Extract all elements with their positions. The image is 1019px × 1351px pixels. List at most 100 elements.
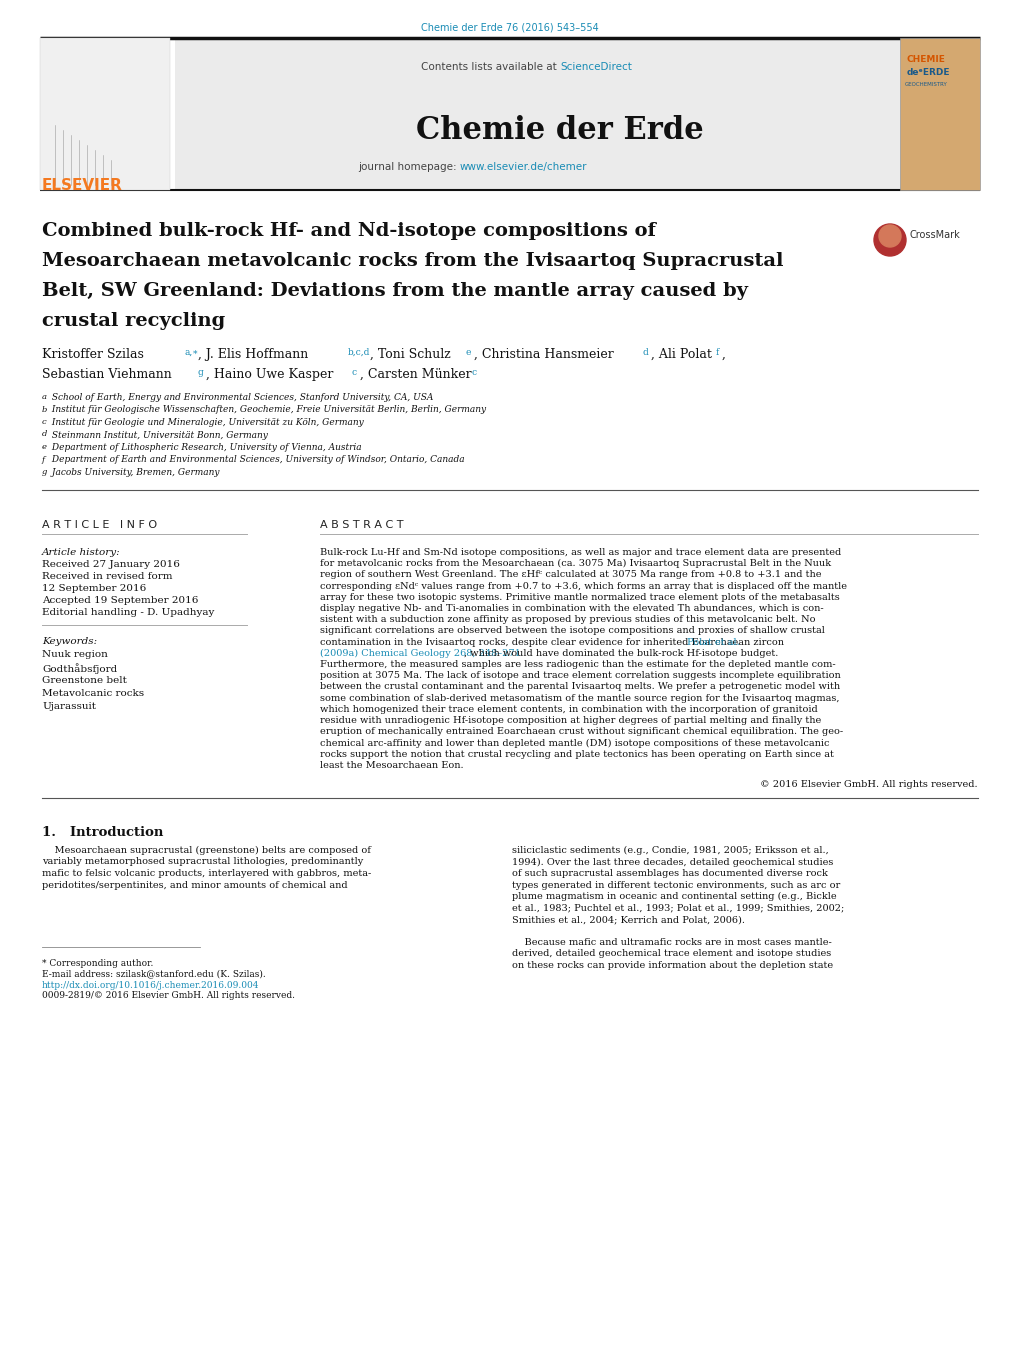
Text: residue with unradiogenic Hf-isotope composition at higher degrees of partial me: residue with unradiogenic Hf-isotope com…: [320, 716, 820, 725]
Text: c: c: [42, 417, 47, 426]
Text: , Ali Polat: , Ali Polat: [650, 349, 711, 361]
Text: , J. Elis Hoffmann: , J. Elis Hoffmann: [198, 349, 308, 361]
Text: Accepted 19 September 2016: Accepted 19 September 2016: [42, 596, 198, 605]
Bar: [175, 38, 934, 190]
Text: Ujarassuit: Ujarassuit: [42, 703, 96, 711]
Text: plume magmatism in oceanic and continental setting (e.g., Bickle: plume magmatism in oceanic and continent…: [512, 892, 836, 901]
Text: Godthåbsfjord: Godthåbsfjord: [42, 663, 117, 674]
Text: Keywords:: Keywords:: [42, 638, 97, 646]
Text: b,c,d: b,c,d: [347, 349, 370, 357]
Text: Institut für Geologie und Mineralogie, Universität zu Köln, Germany: Institut für Geologie und Mineralogie, U…: [49, 417, 364, 427]
Text: , Haino Uwe Kasper: , Haino Uwe Kasper: [206, 367, 333, 381]
Text: g: g: [42, 467, 47, 476]
Text: chemical arc-affinity and lower than depleted mantle (DM) isotope compositions o: chemical arc-affinity and lower than dep…: [320, 739, 828, 747]
Text: ELSEVIER: ELSEVIER: [42, 178, 122, 193]
Text: which homogenized their trace element contents, in combination with the incorpor: which homogenized their trace element co…: [320, 705, 817, 713]
Text: Polat et al.: Polat et al.: [686, 638, 739, 647]
Text: some combination of slab-derived metasomatism of the mantle source region for th: some combination of slab-derived metasom…: [320, 693, 839, 703]
Text: © 2016 Elsevier GmbH. All rights reserved.: © 2016 Elsevier GmbH. All rights reserve…: [759, 780, 977, 789]
Text: peridotites/serpentinites, and minor amounts of chemical and: peridotites/serpentinites, and minor amo…: [42, 881, 347, 889]
Text: siliciclastic sediments (e.g., Condie, 1981, 2005; Eriksson et al.,: siliciclastic sediments (e.g., Condie, 1…: [512, 846, 828, 855]
Text: * Corresponding author.: * Corresponding author.: [42, 958, 153, 967]
Text: b: b: [42, 405, 47, 413]
Text: Department of Earth and Environmental Sciences, University of Windsor, Ontario, : Department of Earth and Environmental Sc…: [49, 455, 465, 465]
Text: Received in revised form: Received in revised form: [42, 571, 172, 581]
Text: mafic to felsic volcanic products, interlayered with gabbros, meta-: mafic to felsic volcanic products, inter…: [42, 869, 371, 878]
Text: on these rocks can provide information about the depletion state: on these rocks can provide information a…: [512, 961, 833, 970]
Text: www.elsevier.de/chemer: www.elsevier.de/chemer: [460, 162, 587, 172]
Text: , which would have dominated the bulk-rock Hf-isotope budget.: , which would have dominated the bulk-ro…: [464, 648, 777, 658]
Text: Mesoarchaean supracrustal (greenstone) belts are composed of: Mesoarchaean supracrustal (greenstone) b…: [42, 846, 371, 855]
Text: of such supracrustal assemblages has documented diverse rock: of such supracrustal assemblages has doc…: [512, 869, 827, 878]
Text: Combined bulk-rock Hf- and Nd-isotope compositions of: Combined bulk-rock Hf- and Nd-isotope co…: [42, 222, 655, 240]
Text: types generated in different tectonic environments, such as arc or: types generated in different tectonic en…: [512, 881, 840, 889]
Text: 1994). Over the last three decades, detailed geochemical studies: 1994). Over the last three decades, deta…: [512, 858, 833, 866]
Text: Furthermore, the measured samples are less radiogenic than the estimate for the : Furthermore, the measured samples are le…: [320, 661, 835, 669]
Text: region of southern West Greenland. The εHfᶜ calculated at 3075 Ma range from +0.: region of southern West Greenland. The ε…: [320, 570, 820, 580]
Text: Because mafic and ultramafic rocks are in most cases mantle-: Because mafic and ultramafic rocks are i…: [512, 938, 830, 947]
Text: 1.   Introduction: 1. Introduction: [42, 825, 163, 839]
Text: ScienceDirect: ScienceDirect: [559, 62, 631, 72]
Text: Contents lists available at: Contents lists available at: [421, 62, 559, 72]
Text: CHEMIE: CHEMIE: [906, 55, 945, 63]
Text: contamination in the Ivisaartoq rocks, despite clear evidence for inherited Eoar: contamination in the Ivisaartoq rocks, d…: [320, 638, 787, 647]
Text: d: d: [642, 349, 648, 357]
Text: Jacobs University, Bremen, Germany: Jacobs University, Bremen, Germany: [49, 467, 219, 477]
Text: http://dx.doi.org/10.1016/j.chemer.2016.09.004: http://dx.doi.org/10.1016/j.chemer.2016.…: [42, 981, 259, 989]
Text: Steinmann Institut, Universität Bonn, Germany: Steinmann Institut, Universität Bonn, Ge…: [49, 431, 268, 439]
Text: f: f: [715, 349, 718, 357]
Bar: [899, 38, 979, 190]
Text: CrossMark: CrossMark: [909, 230, 960, 240]
Circle shape: [873, 224, 905, 255]
Text: derived, detailed geochemical trace element and isotope studies: derived, detailed geochemical trace elem…: [512, 950, 830, 958]
Text: g: g: [198, 367, 204, 377]
Text: A R T I C L E   I N F O: A R T I C L E I N F O: [42, 520, 157, 530]
Text: , Carsten Münker: , Carsten Münker: [360, 367, 471, 381]
Text: Department of Lithospheric Research, University of Vienna, Austria: Department of Lithospheric Research, Uni…: [49, 443, 362, 453]
Text: d: d: [42, 431, 47, 439]
Text: Chemie der Erde 76 (2016) 543–554: Chemie der Erde 76 (2016) 543–554: [421, 22, 598, 32]
Circle shape: [878, 226, 900, 247]
Text: least the Mesoarchaean Eon.: least the Mesoarchaean Eon.: [320, 761, 464, 770]
Text: Mesoarchaean metavolcanic rocks from the Ivisaartoq Supracrustal: Mesoarchaean metavolcanic rocks from the…: [42, 253, 783, 270]
Text: rocks support the notion that crustal recycling and plate tectonics has been ope: rocks support the notion that crustal re…: [320, 750, 834, 759]
Text: sistent with a subduction zone affinity as proposed by previous studies of this : sistent with a subduction zone affinity …: [320, 615, 815, 624]
Text: 0009-2819/© 2016 Elsevier GmbH. All rights reserved.: 0009-2819/© 2016 Elsevier GmbH. All righ…: [42, 992, 294, 1001]
Text: position at 3075 Ma. The lack of isotope and trace element correlation suggests : position at 3075 Ma. The lack of isotope…: [320, 671, 840, 680]
Text: journal homepage:: journal homepage:: [358, 162, 460, 172]
Text: 12 September 2016: 12 September 2016: [42, 584, 146, 593]
Text: Editorial handling - D. Upadhyay: Editorial handling - D. Upadhyay: [42, 608, 214, 617]
Text: variably metamorphosed supracrustal lithologies, predominantly: variably metamorphosed supracrustal lith…: [42, 858, 363, 866]
Text: c: c: [472, 367, 477, 377]
Text: deᵉERDE: deᵉERDE: [906, 68, 950, 77]
Text: e: e: [466, 349, 471, 357]
Text: Nuuk region: Nuuk region: [42, 650, 108, 659]
Text: significant correlations are observed between the isotope compositions and proxi: significant correlations are observed be…: [320, 627, 824, 635]
Text: c: c: [352, 367, 357, 377]
Text: , Toni Schulz: , Toni Schulz: [370, 349, 450, 361]
Text: a: a: [42, 393, 47, 401]
Text: A B S T R A C T: A B S T R A C T: [320, 520, 404, 530]
Text: Smithies et al., 2004; Kerrich and Polat, 2006).: Smithies et al., 2004; Kerrich and Polat…: [512, 915, 744, 924]
Text: Greenstone belt: Greenstone belt: [42, 676, 126, 685]
Text: for metavolcanic rocks from the Mesoarchaean (ca. 3075 Ma) Ivisaartoq Supracrust: for metavolcanic rocks from the Mesoarch…: [320, 559, 830, 569]
Text: et al., 1983; Puchtel et al., 1993; Polat et al., 1999; Smithies, 2002;: et al., 1983; Puchtel et al., 1993; Pola…: [512, 904, 844, 912]
Text: Institut für Geologische Wissenschaften, Geochemie, Freie Universität Berlin, Be: Institut für Geologische Wissenschaften,…: [49, 405, 486, 415]
Text: , Christina Hansmeier: , Christina Hansmeier: [474, 349, 613, 361]
Text: Kristoffer Szilas: Kristoffer Szilas: [42, 349, 144, 361]
Text: between the crustal contaminant and the parental Ivisaartoq melts. We prefer a p: between the crustal contaminant and the …: [320, 682, 840, 692]
Text: E-mail address: szilask@stanford.edu (K. Szilas).: E-mail address: szilask@stanford.edu (K.…: [42, 970, 266, 978]
Text: Chemie der Erde: Chemie der Erde: [416, 115, 703, 146]
Text: Metavolcanic rocks: Metavolcanic rocks: [42, 689, 144, 698]
Text: Article history:: Article history:: [42, 549, 120, 557]
Text: School of Earth, Energy and Environmental Sciences, Stanford University, CA, USA: School of Earth, Energy and Environmenta…: [49, 393, 433, 403]
Text: eruption of mechanically entrained Eoarchaean crust without significant chemical: eruption of mechanically entrained Eoarc…: [320, 727, 843, 736]
Text: Sebastian Viehmann: Sebastian Viehmann: [42, 367, 171, 381]
Text: Belt, SW Greenland: Deviations from the mantle array caused by: Belt, SW Greenland: Deviations from the …: [42, 282, 747, 300]
Text: Bulk-rock Lu-Hf and Sm-Nd isotope compositions, as well as major and trace eleme: Bulk-rock Lu-Hf and Sm-Nd isotope compos…: [320, 549, 841, 557]
Text: GEOCHEMISTRY: GEOCHEMISTRY: [904, 82, 947, 86]
Text: crustal recycling: crustal recycling: [42, 312, 225, 330]
Text: display negative Nb- and Ti-anomalies in combination with the elevated Th abunda: display negative Nb- and Ti-anomalies in…: [320, 604, 822, 613]
Text: Received 27 January 2016: Received 27 January 2016: [42, 561, 179, 569]
Text: a,∗: a,∗: [184, 349, 199, 357]
